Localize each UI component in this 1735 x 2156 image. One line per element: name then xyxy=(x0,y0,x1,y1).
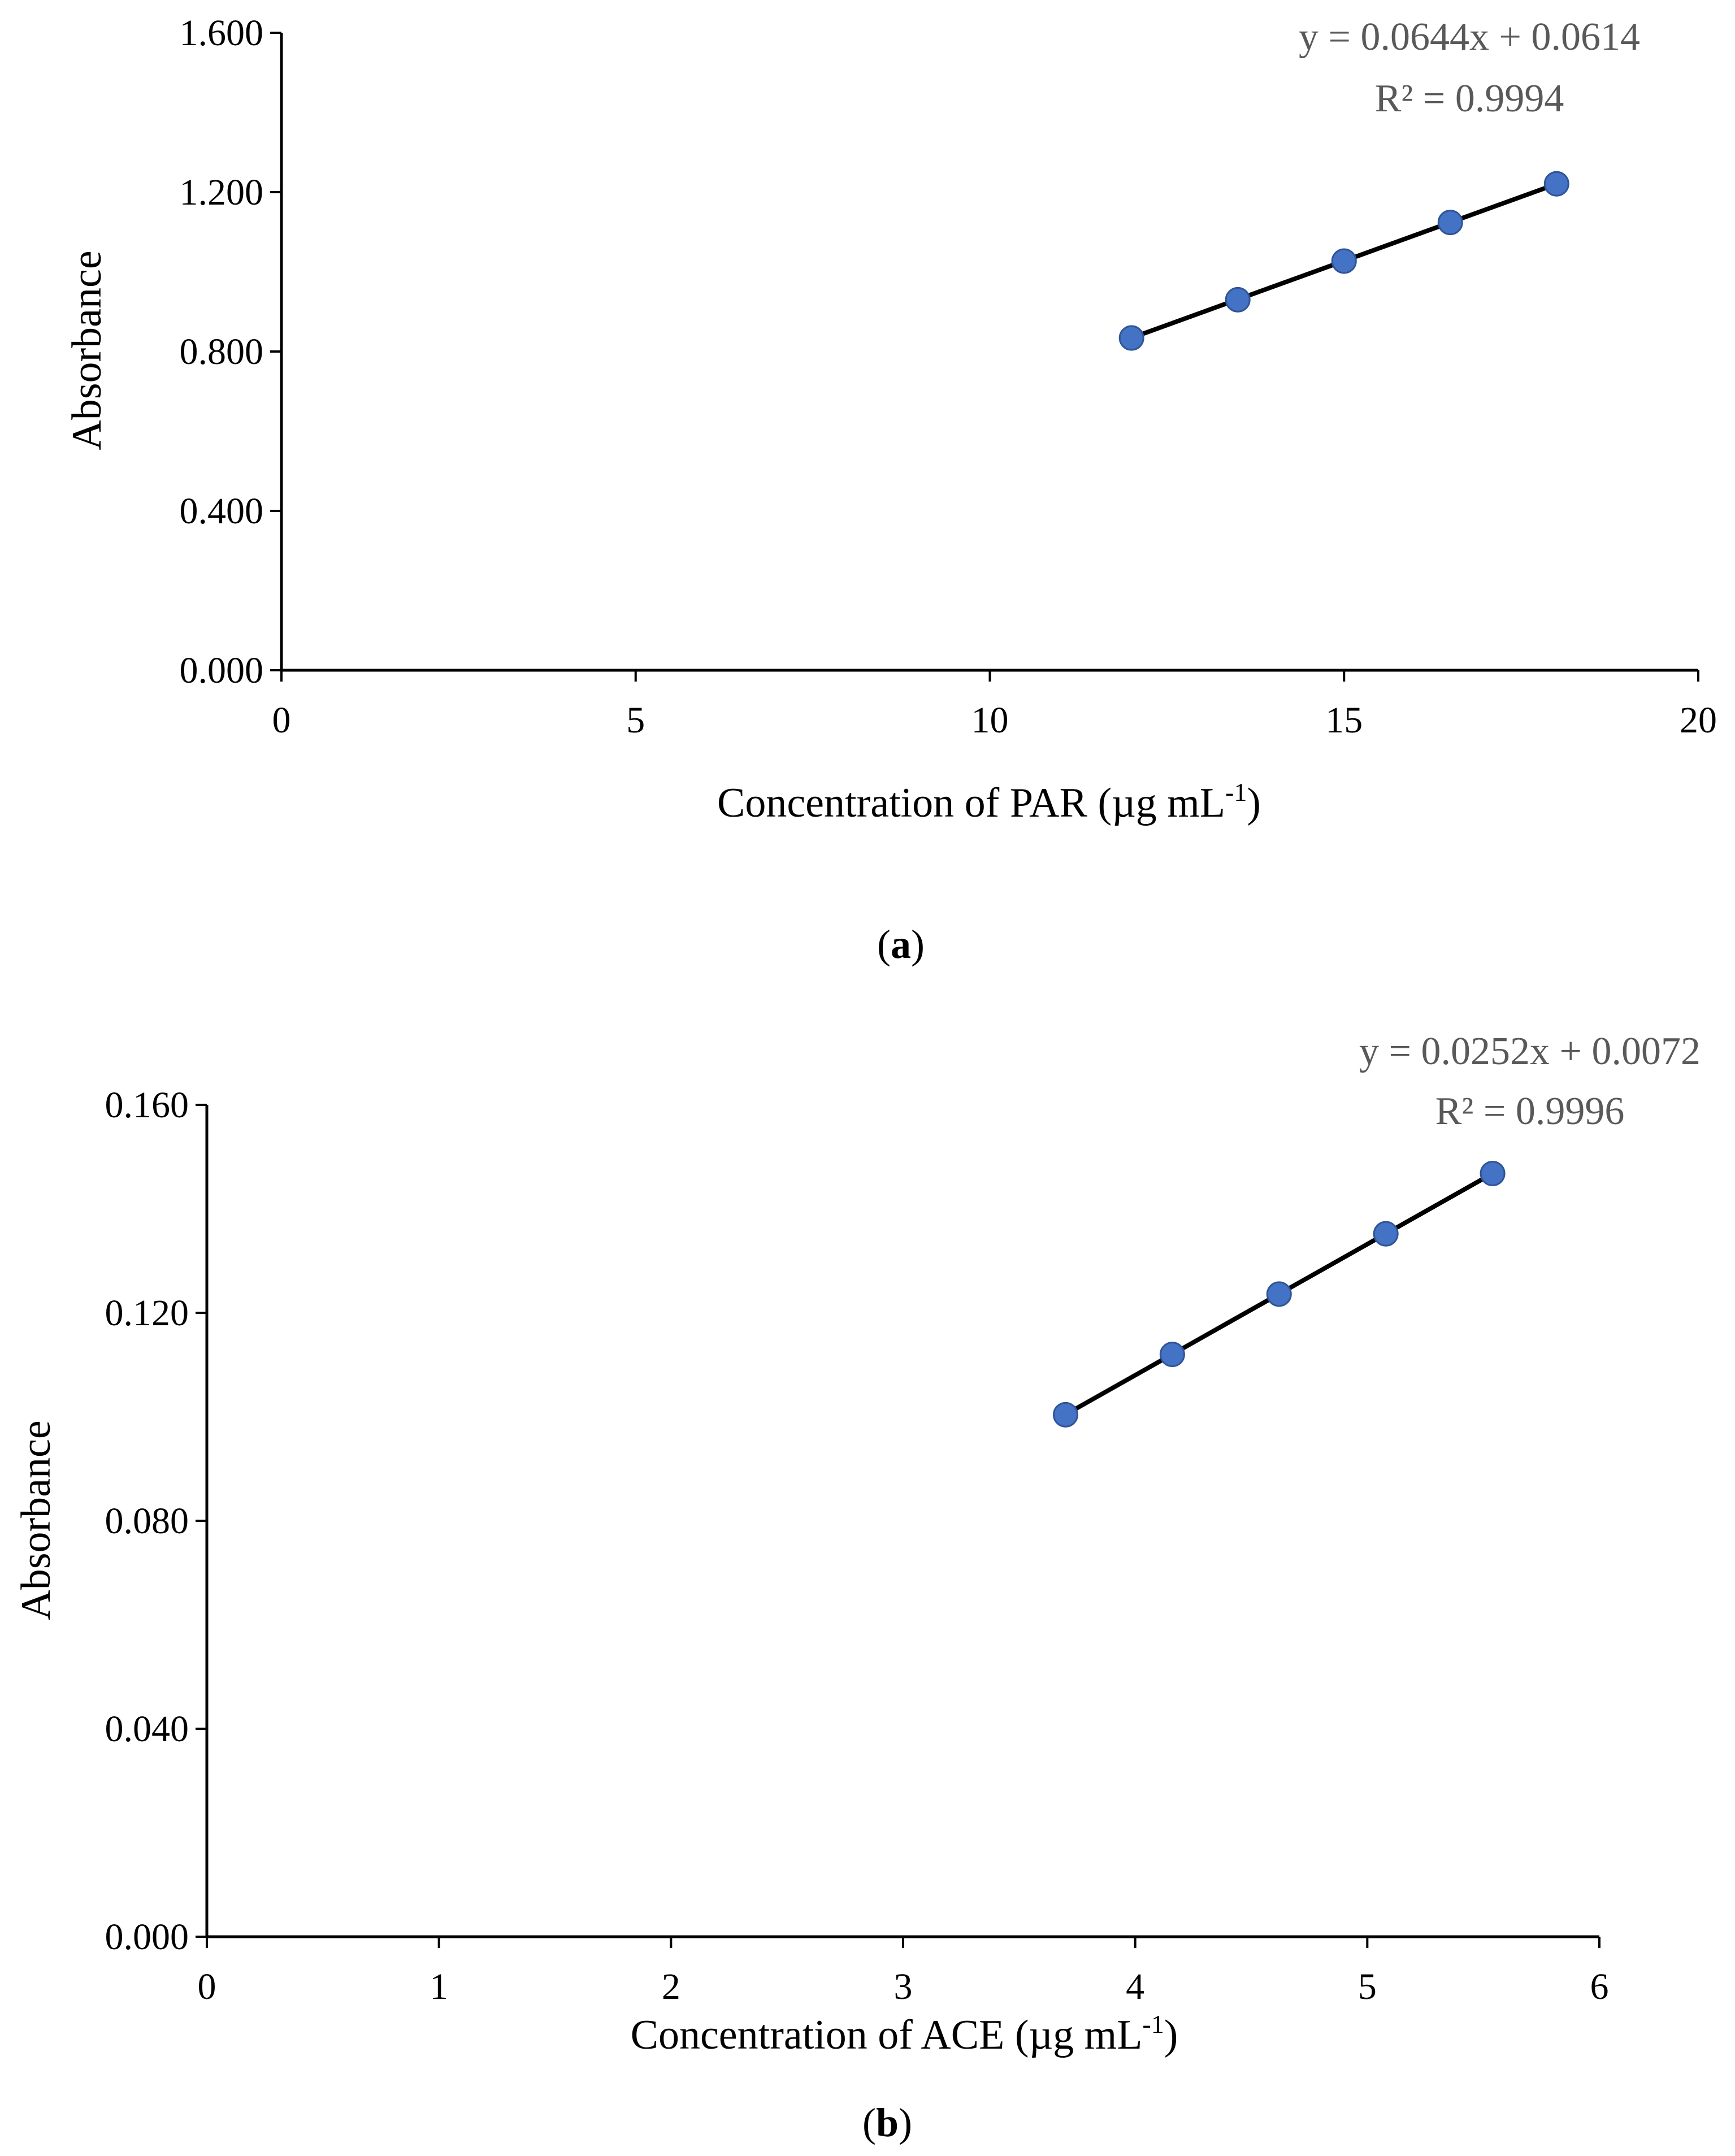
caption-close: ) xyxy=(899,2100,912,2145)
x-tick-label: 15 xyxy=(1325,700,1363,741)
data-point xyxy=(1373,1221,1399,1247)
data-points xyxy=(1118,171,1569,351)
x-axis-title-end: ) xyxy=(1164,2012,1178,2058)
trendline-r-squared: R² = 0.9996 xyxy=(1435,1090,1625,1133)
x-axis-ticks: 0 5 10 15 20 xyxy=(272,670,1717,741)
x-tick-label: 5 xyxy=(626,700,645,741)
x-tick-label: 6 xyxy=(1590,1966,1609,2007)
data-point xyxy=(1266,1281,1292,1307)
caption-letter: a xyxy=(891,922,911,967)
panel-caption: (b) xyxy=(862,2100,912,2145)
x-axis-title: Concentration of PAR (µg mL-1) xyxy=(717,778,1261,826)
caption-open: ( xyxy=(877,922,891,967)
y-tick-label: 0.400 xyxy=(180,491,264,532)
y-tick-label: 0.160 xyxy=(105,1084,189,1126)
x-tick-label: 5 xyxy=(1358,1966,1377,2007)
data-point xyxy=(1159,1342,1185,1368)
caption-close: ) xyxy=(911,922,925,967)
y-axis-title: Absorbance xyxy=(64,250,110,450)
x-tick-label: 0 xyxy=(198,1966,216,2007)
trendline-equation: y = 0.0252x + 0.0072 xyxy=(1359,1030,1701,1073)
x-tick-label: 4 xyxy=(1126,1966,1144,2007)
x-axis-title-end: ) xyxy=(1247,780,1261,826)
x-axis-ticks: 0 1 2 3 4 5 6 xyxy=(198,1937,1609,2007)
x-axis-title: Concentration of ACE (µg mL-1) xyxy=(631,2010,1178,2058)
y-tick-label: 0.080 xyxy=(105,1500,189,1542)
y-tick-label: 0.040 xyxy=(105,1708,189,1750)
chart-par-calibration: 0.000 0.400 0.800 1.200 1.600 0 5 10 15 20 Absor… xyxy=(64,12,1717,967)
y-tick-label: 0.120 xyxy=(105,1292,189,1334)
trendline-r-squared: R² = 0.9994 xyxy=(1375,77,1564,120)
y-tick-label: 0.800 xyxy=(180,331,264,372)
caption-open: ( xyxy=(862,2100,876,2145)
data-point xyxy=(1331,248,1357,274)
x-tick-label: 1 xyxy=(430,1966,448,2007)
y-tick-label: 1.200 xyxy=(180,172,264,213)
y-axis-title: Absorbance xyxy=(13,1420,59,1620)
y-tick-label: 0.000 xyxy=(105,1916,189,1958)
x-tick-label: 10 xyxy=(971,700,1009,741)
trendline-equation: y = 0.0644x + 0.0614 xyxy=(1299,15,1640,59)
data-points xyxy=(1052,1160,1506,1428)
data-point xyxy=(1437,210,1463,236)
data-point xyxy=(1225,287,1251,313)
x-axis-title-superscript: -1 xyxy=(1225,778,1247,806)
x-axis-title-superscript: -1 xyxy=(1142,2010,1164,2038)
x-axis-title-main: Concentration of ACE (µg mL xyxy=(631,2012,1143,2058)
caption-letter: b xyxy=(876,2100,899,2145)
chart-ace-calibration: 0.000 0.040 0.080 0.120 0.160 0 1 2 3 4 5 6 Absorb… xyxy=(13,1030,1701,2145)
x-axis-title-main: Concentration of PAR (µg mL xyxy=(717,780,1225,826)
y-axis-ticks: 0.000 0.400 0.800 1.200 1.600 xyxy=(180,12,281,691)
data-point xyxy=(1480,1160,1506,1186)
x-tick-label: 3 xyxy=(894,1966,913,2007)
data-point xyxy=(1118,325,1144,351)
y-tick-label: 1.600 xyxy=(180,12,264,54)
data-point xyxy=(1543,171,1569,197)
y-axis-ticks: 0.000 0.040 0.080 0.120 0.160 xyxy=(105,1084,207,1958)
y-tick-label: 0.000 xyxy=(180,650,264,691)
x-tick-label: 2 xyxy=(662,1966,680,2007)
x-tick-label: 0 xyxy=(272,700,291,741)
x-tick-label: 20 xyxy=(1680,700,1717,741)
panel-caption: (a) xyxy=(877,922,925,967)
data-point xyxy=(1052,1402,1078,1428)
